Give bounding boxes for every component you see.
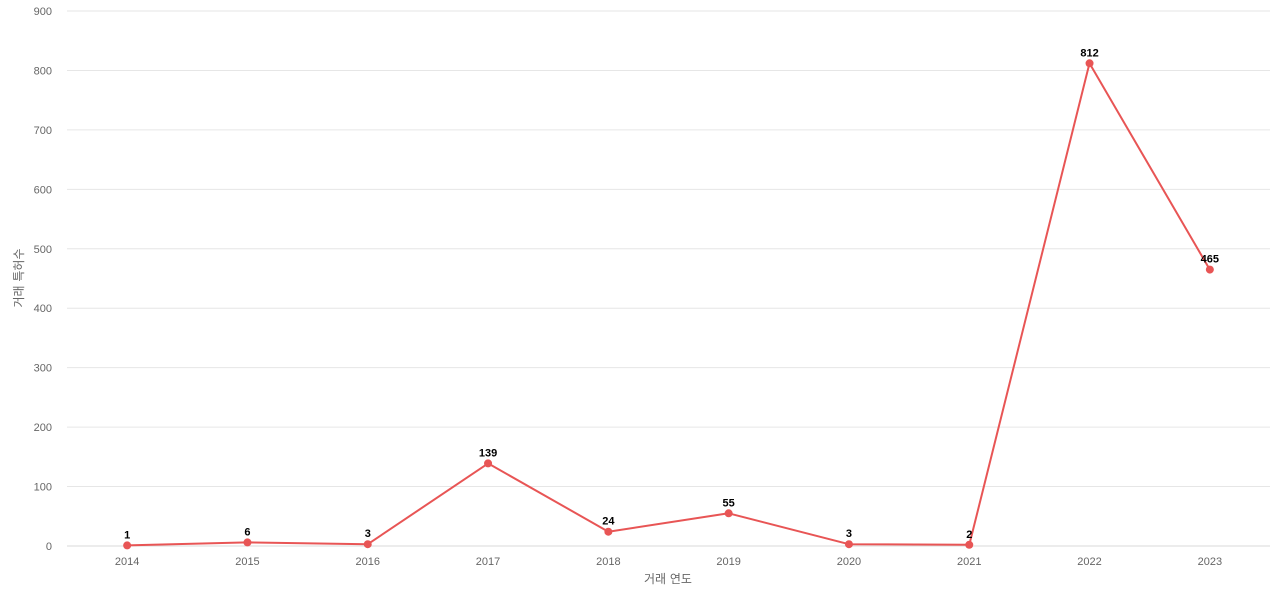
data-label: 24: [602, 516, 615, 528]
data-label: 812: [1080, 47, 1098, 59]
series-line: [127, 62, 1211, 547]
y-tick-label: 900: [34, 6, 52, 18]
data-label: 465: [1201, 254, 1219, 266]
y-tick-label: 100: [34, 482, 52, 494]
data-point: [484, 459, 493, 468]
y-tick-label: 400: [34, 303, 52, 315]
x-tick-label: 2021: [957, 556, 981, 568]
y-tick-label: 500: [34, 244, 52, 256]
data-point: [1085, 59, 1094, 68]
x-tick-label: 2022: [1077, 556, 1101, 568]
grid-lines: [67, 10, 1270, 547]
x-tick-label: 2018: [596, 556, 620, 568]
data-point: [965, 540, 974, 549]
y-axis-ticks: 0 100 200 300 400 500 600 700 800 900: [34, 6, 52, 553]
data-label: 3: [365, 528, 371, 540]
x-tick-label: 2016: [356, 556, 380, 568]
series-layer: [123, 59, 1214, 550]
data-point: [724, 509, 733, 518]
data-point: [243, 538, 252, 547]
data-label: 2: [966, 529, 972, 541]
y-tick-label: 0: [46, 541, 52, 553]
data-point: [363, 540, 372, 549]
y-axis-title: 거래 특허수: [12, 248, 26, 307]
data-point: [604, 527, 613, 536]
x-tick-label: 2020: [837, 556, 861, 568]
data-point: [844, 540, 853, 549]
x-tick-label: 2023: [1198, 556, 1222, 568]
data-point: [123, 541, 132, 550]
y-tick-label: 600: [34, 184, 52, 196]
y-tick-label: 800: [34, 65, 52, 77]
x-tick-label: 2015: [235, 556, 259, 568]
data-point: [1205, 265, 1214, 274]
x-axis-title: 거래 연도: [644, 572, 692, 586]
x-tick-label: 2019: [716, 556, 740, 568]
y-tick-label: 200: [34, 422, 52, 434]
y-tick-label: 700: [34, 125, 52, 137]
data-label: 3: [846, 528, 852, 540]
data-labels: 1 6 3 139 24 55 3 2 812 465: [124, 47, 1219, 541]
x-axis-ticks: 2014 2015 2016 2017 2018 2019 2020 2021 2022 2023: [115, 556, 1222, 568]
x-tick-label: 2014: [115, 556, 139, 568]
data-label: 6: [244, 526, 250, 538]
y-tick-label: 300: [34, 363, 52, 375]
data-label: 55: [723, 497, 735, 509]
data-label: 1: [124, 529, 130, 541]
data-label: 139: [479, 447, 497, 459]
x-tick-label: 2017: [476, 556, 500, 568]
